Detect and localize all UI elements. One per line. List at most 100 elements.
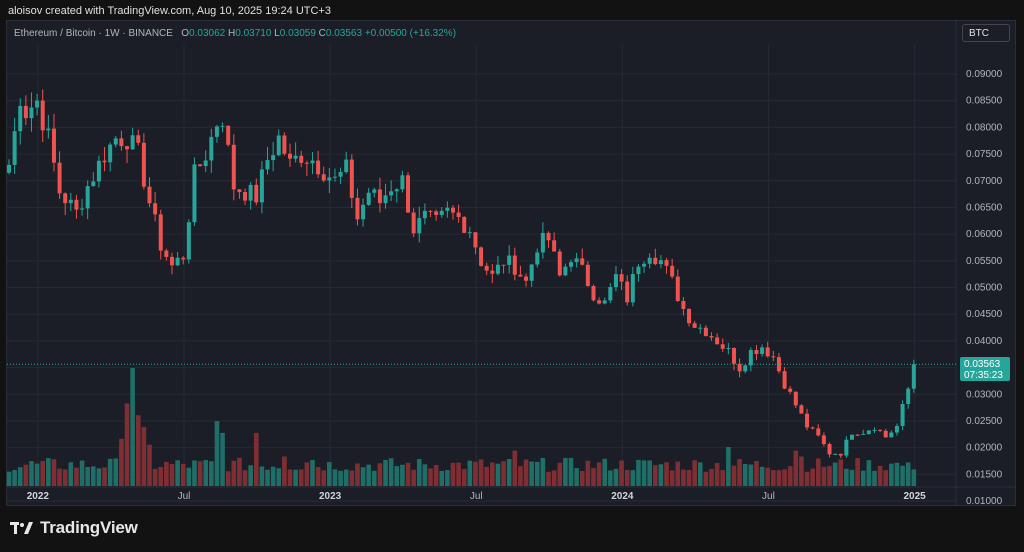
volume-bar	[686, 469, 692, 486]
volume-bar	[641, 460, 647, 486]
volume-bar	[158, 466, 164, 486]
candle-body	[46, 128, 51, 131]
candle-body	[175, 257, 180, 266]
volume-bar	[568, 457, 574, 486]
volume-bar	[282, 456, 287, 486]
candle-body	[445, 207, 450, 211]
candle-body	[304, 162, 309, 164]
volume-bar	[501, 461, 506, 486]
volume-bar	[613, 468, 619, 486]
volume-bar	[96, 468, 102, 486]
volume-bar	[428, 468, 433, 486]
y-tick-label: 0.06000	[966, 229, 1003, 240]
candle-body	[821, 435, 826, 445]
volume-bar	[203, 460, 208, 486]
candle-body	[158, 214, 163, 251]
volume-bar	[855, 458, 860, 486]
tradingview-logo: TradingView	[10, 518, 138, 538]
candle-body	[198, 164, 203, 167]
y-tick-label: 0.07500	[966, 149, 1003, 160]
candle-body	[535, 252, 540, 265]
volume-bar	[321, 470, 327, 486]
volume-bar	[433, 465, 439, 486]
candle-body	[186, 222, 191, 260]
volume-bar	[338, 470, 343, 486]
candle-body	[147, 186, 152, 204]
volume-bar	[473, 461, 478, 486]
candle-body	[636, 266, 641, 275]
volume-bar	[546, 471, 551, 486]
candle-body	[259, 169, 264, 203]
volume-bar	[636, 459, 641, 486]
volume-bar	[776, 470, 782, 486]
candle-body	[68, 199, 73, 204]
candle-body	[647, 257, 652, 264]
volume-bar	[23, 464, 29, 486]
bar-countdown: 07:35:23	[964, 370, 1003, 382]
last-price-tag: 0.03563 07:35:23	[960, 357, 1010, 382]
volume-bar	[332, 469, 338, 486]
y-tick-label: 0.06500	[966, 202, 1003, 213]
candle-body	[574, 258, 579, 263]
x-tick-label: Jul	[762, 491, 775, 502]
volume-bar	[405, 462, 411, 486]
candle-body	[675, 276, 680, 302]
volume-bar	[512, 450, 518, 486]
volume-bar	[209, 461, 214, 486]
volume-bar	[478, 459, 484, 486]
volume-bar	[467, 460, 473, 486]
candle-body	[788, 388, 793, 392]
volume-bar	[793, 450, 799, 486]
volume-bar	[135, 415, 141, 486]
candle-body	[507, 255, 512, 265]
candle-body	[411, 212, 416, 234]
volume-bar	[759, 466, 765, 486]
volume-bar	[799, 456, 804, 486]
open-label: O	[181, 28, 190, 39]
candle-body	[164, 250, 169, 257]
tradingview-logo-icon	[10, 522, 33, 534]
candle-body	[243, 192, 248, 201]
y-tick-label: 0.08500	[966, 96, 1003, 107]
candle-body	[670, 265, 675, 277]
candle-body	[855, 434, 860, 436]
volume-bar	[703, 471, 709, 486]
open-value: 0.03062	[189, 28, 226, 39]
candle-body	[406, 175, 411, 213]
candle-body	[422, 210, 427, 219]
candle-body	[771, 356, 776, 358]
change-value: +0.00500 (+16.32%)	[364, 28, 457, 39]
volume-bar	[141, 427, 147, 486]
volume-bar	[894, 462, 900, 486]
volume-bar	[253, 432, 259, 486]
candle-body	[51, 128, 56, 163]
volume-bar	[782, 469, 787, 486]
volume-bar	[804, 471, 810, 486]
candle-body	[153, 203, 158, 215]
volume-bar	[310, 460, 315, 486]
volume-bar	[540, 457, 546, 486]
volume-bar	[810, 468, 815, 486]
volume-bar	[602, 458, 608, 486]
volume-bar	[383, 459, 388, 486]
candle-body	[569, 262, 573, 267]
volume-bar	[62, 469, 68, 486]
volume-bar	[248, 465, 253, 486]
volume-bar	[619, 460, 624, 486]
candle-body	[861, 433, 866, 435]
close-value: 0.03563	[325, 28, 363, 39]
volume-bar	[827, 466, 832, 486]
volume-bar	[461, 469, 467, 486]
volume-bar	[692, 460, 697, 486]
volume-bar	[242, 470, 248, 486]
volume-bar	[754, 461, 759, 486]
currency-button[interactable]: BTC	[962, 24, 1010, 42]
candle-body	[731, 348, 736, 364]
volume-bar	[360, 467, 366, 486]
volume-bar	[400, 464, 405, 486]
candle-body	[490, 270, 495, 274]
volume-bar	[658, 464, 664, 486]
candle-body	[265, 160, 270, 170]
volume-bar	[911, 469, 917, 486]
